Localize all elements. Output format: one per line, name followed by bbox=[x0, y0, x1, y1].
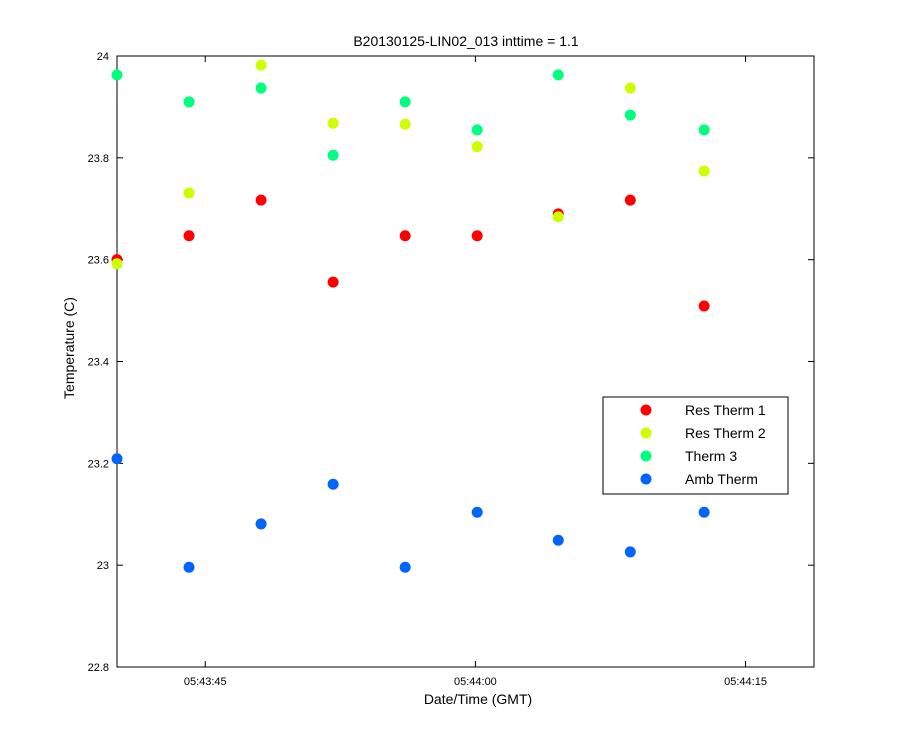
data-point bbox=[552, 69, 564, 81]
data-point bbox=[624, 109, 636, 121]
series-amb-therm bbox=[111, 453, 710, 573]
data-point bbox=[624, 546, 636, 558]
data-point bbox=[255, 194, 267, 206]
y-tick-label: 23.2 bbox=[88, 458, 109, 470]
chart-title: B20130125-LIN02_013 inttime = 1.1 bbox=[353, 33, 579, 49]
data-point bbox=[255, 59, 267, 71]
data-point bbox=[552, 211, 564, 223]
y-tick-label: 23.6 bbox=[88, 255, 109, 267]
legend-label: Res Therm 1 bbox=[685, 402, 766, 418]
data-point bbox=[471, 230, 483, 242]
data-point bbox=[183, 187, 195, 199]
data-point bbox=[183, 561, 195, 573]
data-points bbox=[111, 59, 710, 573]
x-axis-label: Date/Time (GMT) bbox=[424, 691, 532, 707]
data-point bbox=[698, 300, 710, 312]
data-point bbox=[255, 518, 267, 530]
y-tick-label: 23.8 bbox=[88, 153, 109, 165]
x-tick-label: 05:44:15 bbox=[724, 676, 767, 688]
y-tick-label: 24 bbox=[97, 51, 109, 63]
data-point bbox=[471, 141, 483, 153]
legend-marker bbox=[640, 473, 652, 485]
x-tick-label: 05:44:00 bbox=[454, 676, 497, 688]
data-point bbox=[471, 124, 483, 136]
data-point bbox=[183, 96, 195, 108]
axis-ticks: 22.8 23 23.2 23.4 23.6 23.8 24 05:43:45 05:44:00… bbox=[88, 51, 814, 688]
data-point bbox=[399, 118, 411, 130]
data-point bbox=[624, 82, 636, 94]
data-point bbox=[327, 478, 339, 490]
data-point bbox=[399, 96, 411, 108]
data-point bbox=[183, 230, 195, 242]
data-point bbox=[111, 258, 123, 270]
data-point bbox=[327, 149, 339, 161]
data-point bbox=[552, 534, 564, 546]
data-point bbox=[698, 506, 710, 518]
data-point bbox=[327, 117, 339, 129]
legend-box bbox=[602, 396, 789, 495]
y-tick-label: 22.8 bbox=[88, 662, 109, 674]
y-tick-label: 23 bbox=[97, 560, 109, 572]
legend-label: Therm 3 bbox=[685, 448, 737, 464]
data-point bbox=[399, 230, 411, 242]
data-point bbox=[111, 453, 123, 465]
data-point bbox=[698, 165, 710, 177]
data-point bbox=[698, 124, 710, 136]
series-therm-3 bbox=[111, 69, 710, 161]
data-point bbox=[327, 276, 339, 288]
data-point bbox=[471, 506, 483, 518]
y-tick-label: 23.4 bbox=[88, 357, 109, 369]
data-point bbox=[255, 82, 267, 94]
data-point bbox=[111, 69, 123, 81]
legend-marker bbox=[640, 450, 652, 462]
legend-label: Amb Therm bbox=[685, 471, 758, 487]
y-axis-label: Temperature (C) bbox=[61, 297, 77, 399]
legend-label: Res Therm 2 bbox=[685, 425, 766, 441]
legend-marker bbox=[640, 427, 652, 439]
data-point bbox=[399, 561, 411, 573]
plot-area bbox=[116, 55, 815, 668]
legend-marker bbox=[640, 404, 652, 416]
legend: Res Therm 1 Res Therm 2 Therm 3 Amb Therm bbox=[602, 396, 789, 495]
data-point bbox=[624, 194, 636, 206]
series-res-therm-2 bbox=[111, 59, 710, 270]
x-tick-label: 05:43:45 bbox=[184, 676, 227, 688]
